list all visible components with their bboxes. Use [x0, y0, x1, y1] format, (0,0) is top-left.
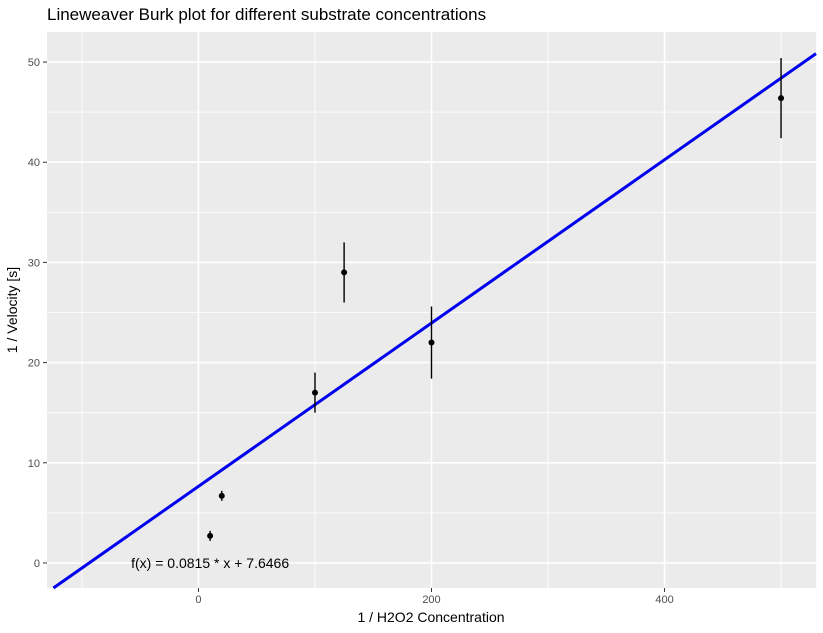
fit-equation-annotation: f(x) = 0.0815 * x + 7.6466 — [131, 555, 289, 571]
y-tick-label: 50 — [28, 57, 40, 69]
data-point — [207, 532, 214, 539]
y-axis-ticks: 0 10 20 30 40 50 — [28, 57, 47, 570]
y-tick-label: 30 — [28, 257, 40, 269]
data-point — [341, 269, 348, 276]
data-point — [218, 492, 225, 499]
data-point — [428, 339, 435, 346]
fit-line-layer — [52, 52, 817, 590]
y-tick-label: 0 — [34, 558, 40, 570]
x-tick-label: 200 — [422, 594, 440, 606]
data-point — [778, 95, 785, 102]
regression-line — [52, 52, 817, 590]
chart-title: Lineweaver Burk plot for different subst… — [47, 5, 486, 24]
y-tick-label: 10 — [28, 458, 40, 470]
x-axis-ticks: 0 200 400 — [195, 588, 674, 606]
data-points — [207, 95, 785, 539]
x-tick-label: 0 — [195, 594, 201, 606]
x-axis-title: 1 / H2O2 Concentration — [357, 609, 504, 625]
y-axis-title: 1 / Velocity [s] — [4, 267, 20, 353]
y-tick-label: 20 — [28, 358, 40, 370]
data-point — [311, 389, 318, 396]
x-tick-label: 400 — [655, 594, 673, 606]
y-tick-label: 40 — [28, 157, 40, 169]
